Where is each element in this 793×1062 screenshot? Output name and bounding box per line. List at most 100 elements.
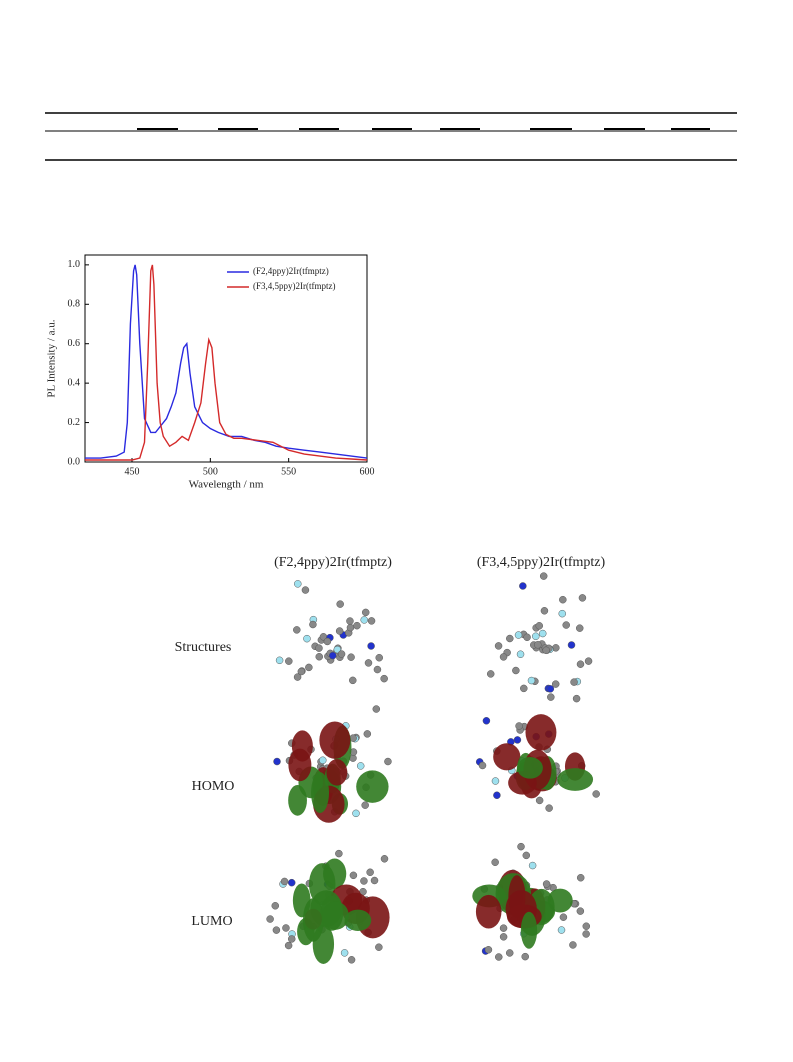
atom <box>309 620 317 629</box>
series-line <box>85 264 368 459</box>
x-tick-label: 550 <box>281 466 296 477</box>
atom <box>493 791 501 800</box>
atom <box>484 946 493 954</box>
atom <box>353 621 361 630</box>
pl-chart: 450 500 550 600 0.0 0.2 0.4 0.6 0.8 1.0 Wavelength… <box>46 254 375 491</box>
atom <box>372 705 381 713</box>
x-tick-label: 500 <box>203 466 218 477</box>
atom <box>515 722 523 730</box>
atom <box>542 646 550 655</box>
y-tick-label: 0.6 <box>68 338 81 349</box>
atom <box>336 600 344 608</box>
atom <box>576 660 585 668</box>
atom <box>538 629 547 638</box>
atom <box>582 922 591 930</box>
atom <box>373 665 382 674</box>
atom <box>519 582 527 590</box>
atom <box>506 634 514 643</box>
y-tick-label: 0.0 <box>68 456 81 467</box>
atom <box>584 657 593 665</box>
atom <box>545 804 553 812</box>
atom <box>280 877 289 886</box>
atom <box>557 926 566 934</box>
atom <box>516 650 525 658</box>
atom <box>347 653 355 661</box>
atom <box>319 756 327 765</box>
atom <box>572 694 581 703</box>
atom <box>521 952 529 961</box>
atom <box>360 616 368 624</box>
atom <box>340 949 349 957</box>
atom <box>337 650 346 658</box>
atom <box>542 880 551 888</box>
orbital-lobe <box>493 743 521 771</box>
atom <box>569 941 577 949</box>
atom <box>297 667 306 676</box>
atom <box>335 849 343 858</box>
x-axis-label: Wavelength / nm <box>189 479 264 491</box>
atom <box>347 956 356 964</box>
atom <box>539 572 548 580</box>
atom <box>384 757 392 766</box>
atom <box>576 873 585 882</box>
atom <box>567 641 576 649</box>
atom <box>535 622 544 630</box>
atom <box>282 924 290 932</box>
atom <box>349 871 358 880</box>
atom <box>361 608 370 617</box>
atom <box>364 659 373 667</box>
atom <box>294 580 302 588</box>
orbital-lobe <box>288 748 312 782</box>
orbital-figure: (F2,4ppy)2Ir(tfmptz) (F3,4,5ppy)2Ir(tfmp… <box>175 555 605 964</box>
series-line <box>85 264 368 461</box>
atom <box>558 609 567 618</box>
atom <box>363 730 372 738</box>
row-label: HOMO <box>192 779 235 794</box>
atom <box>323 637 332 646</box>
atom <box>482 717 491 725</box>
y-tick-label: 0.4 <box>68 377 81 388</box>
orbital-lobe <box>475 894 502 929</box>
atom <box>329 651 337 660</box>
atom <box>491 777 500 785</box>
atom <box>562 621 570 629</box>
atom <box>559 913 568 921</box>
atom <box>305 663 313 672</box>
orbital-lobe <box>517 757 543 779</box>
atom <box>352 809 360 818</box>
atom <box>528 861 537 870</box>
atom <box>535 796 544 805</box>
column-label: (F2,4ppy)2Ir(tfmptz) <box>274 555 392 570</box>
atom <box>361 801 369 809</box>
atom <box>523 633 531 642</box>
atom <box>512 666 520 675</box>
atom <box>315 652 323 661</box>
atom <box>284 941 293 950</box>
atom <box>266 915 274 923</box>
orbital-lobe <box>557 768 594 791</box>
orbital-lobe <box>319 721 351 759</box>
atom <box>495 953 503 961</box>
atom <box>592 790 600 798</box>
table-rules <box>45 112 737 161</box>
y-tick-label: 0.2 <box>68 417 81 428</box>
atom <box>349 676 357 685</box>
atom <box>356 762 365 770</box>
atom <box>540 607 549 615</box>
atom <box>370 876 379 885</box>
orbital-lobe <box>322 901 349 930</box>
legend-label: (F3,4,5ppy)2Ir(tfmptz) <box>253 281 335 291</box>
orbital-lobe <box>356 770 389 803</box>
orbital-lobe <box>344 909 372 931</box>
y-axis-label: PL Intensity / a.u. <box>46 319 58 397</box>
orbital-lobe <box>525 714 557 751</box>
atom <box>547 693 555 701</box>
row-label: Structures <box>175 640 232 655</box>
atom <box>494 642 503 650</box>
atom <box>303 634 311 643</box>
atom <box>534 641 542 649</box>
legend-label: (F2,4ppy)2Ir(tfmptz) <box>253 266 329 276</box>
atom <box>505 949 514 957</box>
atom <box>522 851 531 860</box>
